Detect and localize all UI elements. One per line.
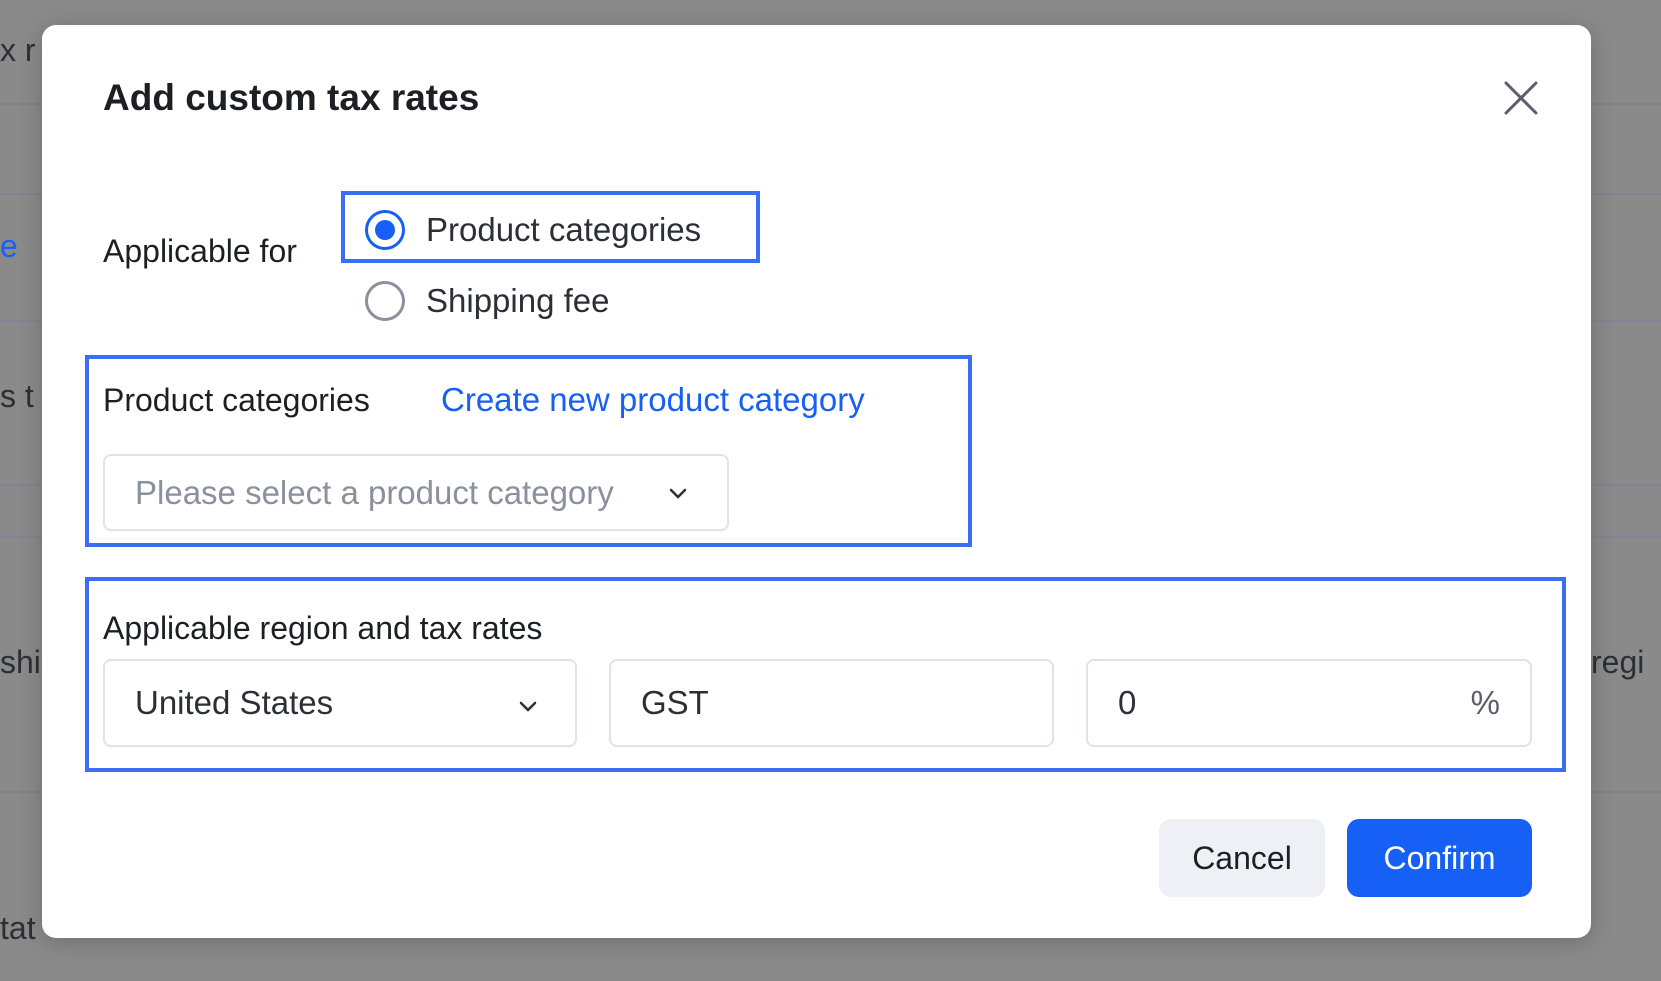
create-product-category-link[interactable]: Create new product category xyxy=(441,381,865,418)
background-divider xyxy=(1591,103,1661,105)
region-tax-rates-label: Applicable region and tax rates xyxy=(103,610,543,646)
background-divider xyxy=(1591,791,1661,793)
background-divider xyxy=(0,536,42,538)
add-custom-tax-rates-dialog: Add custom tax rates Applicable for Prod… xyxy=(42,25,1591,938)
tax-rate-value: 0 xyxy=(1118,684,1137,721)
percent-suffix: % xyxy=(1470,684,1500,721)
background-text: s t xyxy=(0,378,34,414)
radio-shipping-fee[interactable] xyxy=(365,281,405,321)
cancel-button[interactable]: Cancel xyxy=(1159,819,1325,897)
background-link: e xyxy=(0,228,18,264)
radio-label-product-categories[interactable]: Product categories xyxy=(426,211,702,248)
background-divider xyxy=(0,484,42,486)
background-divider xyxy=(1591,484,1661,486)
background-text: x r xyxy=(0,32,36,68)
chevron-down-icon xyxy=(669,488,687,499)
background-text: shi xyxy=(0,644,41,680)
background-divider xyxy=(1591,320,1661,322)
close-icon[interactable] xyxy=(1502,79,1540,117)
tax-name-input[interactable]: GST xyxy=(609,659,1054,747)
background-divider xyxy=(1591,193,1661,195)
background-divider xyxy=(0,320,42,322)
background-divider xyxy=(0,103,42,105)
country-select[interactable]: United States xyxy=(103,659,577,747)
highlight-box xyxy=(85,355,972,547)
background-divider xyxy=(1591,536,1661,538)
highlight-box xyxy=(341,191,760,263)
radio-product-categories[interactable] xyxy=(365,210,405,250)
applicable-for-label: Applicable for xyxy=(103,233,297,269)
select-placeholder: Please select a product category xyxy=(135,473,614,511)
country-value: United States xyxy=(135,684,334,721)
chevron-down-icon xyxy=(519,701,537,712)
highlight-box xyxy=(85,577,1566,772)
background-text: tat xyxy=(0,910,36,946)
background-divider xyxy=(0,193,42,195)
tax-rate-input[interactable]: 0 % xyxy=(1086,659,1532,747)
confirm-button[interactable]: Confirm xyxy=(1347,819,1532,897)
radio-label-shipping-fee[interactable]: Shipping fee xyxy=(426,282,610,319)
product-categories-label: Product categories xyxy=(103,382,370,418)
dialog-title: Add custom tax rates xyxy=(103,77,480,118)
tax-name-value: GST xyxy=(641,684,709,721)
background-text: regi xyxy=(1591,644,1645,680)
product-category-select[interactable]: Please select a product category xyxy=(103,454,729,531)
background-divider xyxy=(0,791,42,793)
